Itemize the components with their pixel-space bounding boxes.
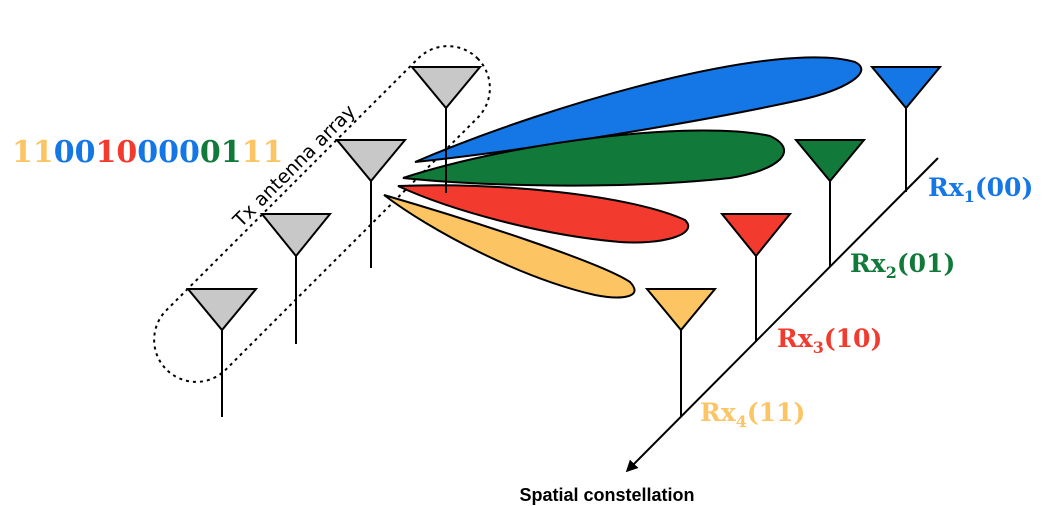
rx-label-index: 2 <box>886 263 897 282</box>
rx-label-4: Rx4(11) <box>700 398 805 431</box>
spatial-constellation-axis <box>625 157 939 473</box>
rx-label-bits: (10) <box>824 324 882 353</box>
tx-antenna <box>409 66 483 193</box>
bit-group: 11 <box>242 135 284 170</box>
bit-stream: 1100100000111 <box>12 135 283 170</box>
tx-antenna <box>185 288 259 417</box>
bit-group: 00 <box>54 135 96 170</box>
bit-group: 01 <box>200 135 242 170</box>
rx-label-bits: (00) <box>975 173 1033 202</box>
rx-label-index: 1 <box>964 187 975 206</box>
rx-label-3: Rx3(10) <box>777 324 882 357</box>
spatial-constellation-label: Spatial constellation <box>519 485 694 505</box>
rx-label-name: Rx <box>777 324 814 353</box>
rx-antenna-3 <box>719 213 793 342</box>
beam-lobe-rx4 <box>383 194 636 299</box>
tx-antenna <box>259 213 333 344</box>
beam-lobe-rx2 <box>402 129 785 187</box>
rx-label-1: Rx1(00) <box>928 173 1033 206</box>
rx-label-index: 3 <box>813 338 824 357</box>
tx-array-enclosure <box>153 45 491 383</box>
rx-antenna-4 <box>644 288 718 416</box>
beam-lobe-rx3 <box>397 184 690 244</box>
rx-label-index: 4 <box>736 412 747 431</box>
bit-group: 10 <box>96 135 138 170</box>
rx-label-bits: (01) <box>897 249 955 278</box>
rx-label-name: Rx <box>928 173 965 202</box>
bit-group: 11 <box>12 135 54 170</box>
rx-antenna-1 <box>869 66 943 192</box>
rx-label-bits: (11) <box>747 398 805 427</box>
bit-group: 000 <box>137 135 200 170</box>
rx-label-name: Rx <box>700 398 737 427</box>
rx-antenna-2 <box>793 139 867 267</box>
tx-antenna <box>334 139 408 268</box>
rx-label-2: Rx2(01) <box>850 249 955 282</box>
rx-label-name: Rx <box>850 249 887 278</box>
